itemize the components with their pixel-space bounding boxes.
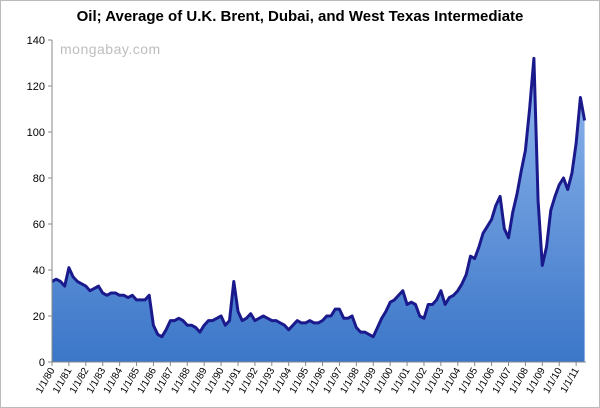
y-tick-label: 60 xyxy=(33,219,45,231)
y-tick-label: 0 xyxy=(39,357,45,369)
line xyxy=(51,56,587,339)
y-tick-label: 40 xyxy=(33,265,45,277)
y-tick-label: 140 xyxy=(27,35,45,47)
y-tick-label: 100 xyxy=(27,127,45,139)
chart-title: Oil; Average of U.K. Brent, Dubai, and W… xyxy=(77,8,524,25)
watermark: mongabay.com xyxy=(60,41,161,57)
y-tick-label: 120 xyxy=(27,81,45,93)
y-tick-label: 20 xyxy=(33,311,45,323)
y-tick-label: 80 xyxy=(33,173,45,185)
